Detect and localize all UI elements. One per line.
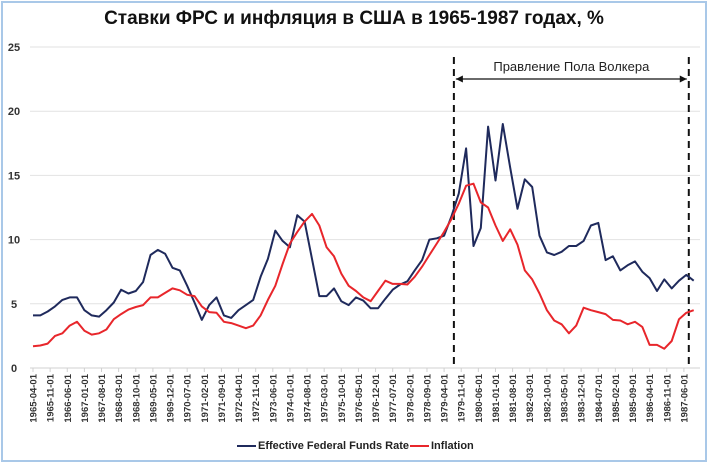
x-tick-label: 1974-01-01 — [285, 373, 296, 422]
x-tick-label: 1965-04-01 — [29, 373, 40, 422]
x-tick-label: 1968-10-01 — [131, 373, 142, 422]
annotation-label: Правление Пола Волкера — [493, 59, 650, 74]
x-tick-label: 1984-07-01 — [594, 373, 605, 422]
y-tick-label: 25 — [8, 42, 20, 54]
legend-item-inflation: Inflation — [410, 440, 474, 452]
x-tick-label: 1979-04-01 — [440, 373, 451, 422]
x-tick-label: 1976-12-01 — [371, 373, 382, 422]
x-tick-label: 1967-08-01 — [97, 373, 108, 422]
x-tick-label: 1983-12-01 — [577, 373, 588, 422]
x-tick-label: 1986-11-01 — [662, 373, 673, 422]
legend-item-fed-funds: Effective Federal Funds Rate — [237, 440, 409, 452]
x-tick-label: 1987-06-01 — [679, 373, 690, 422]
x-tick-label: 1970-07-01 — [183, 373, 194, 422]
x-tick-label: 1983-05-01 — [559, 373, 570, 422]
legend-label-fed-funds: Effective Federal Funds Rate — [258, 440, 409, 452]
chart-title: Ставки ФРС и инфляция в США в 1965-1987 … — [104, 8, 604, 29]
y-tick-label: 0 — [11, 363, 17, 375]
arrow-right-icon — [679, 75, 687, 83]
y-tick-label: 10 — [8, 235, 20, 247]
x-tick-label: 1980-06-01 — [474, 373, 485, 422]
x-tick-label: 1967-01-01 — [80, 373, 91, 422]
x-tick-label: 1966-06-01 — [63, 373, 74, 422]
legend-swatch-fed-funds — [237, 445, 256, 447]
x-tick-label: 1974-08-01 — [303, 373, 314, 422]
x-tick-label: 1979-11-01 — [457, 373, 468, 422]
x-tick-label: 1985-02-01 — [611, 373, 622, 422]
series-line-inflation — [32, 182, 695, 350]
x-tick-label: 1986-04-01 — [645, 373, 656, 422]
x-tick-label: 1968-03-01 — [114, 373, 125, 422]
x-tick-label: 1971-09-01 — [217, 373, 228, 422]
x-tick-label: 1969-12-01 — [166, 373, 177, 422]
y-tick-label: 5 — [11, 299, 17, 311]
x-tick-label: 1982-10-01 — [542, 373, 553, 422]
x-tick-label: 1978-09-01 — [422, 373, 433, 422]
x-tick-label: 1978-02-01 — [405, 373, 416, 422]
y-tick-label: 15 — [8, 170, 20, 182]
y-tick-label: 20 — [8, 106, 20, 118]
x-tick-label: 1981-01-01 — [491, 373, 502, 422]
x-tick-label: 1972-11-01 — [251, 373, 262, 422]
x-tick-label: 1971-02-01 — [200, 373, 211, 422]
x-tick-label: 1975-10-01 — [337, 373, 348, 422]
x-tick-label: 1973-06-01 — [268, 373, 279, 422]
x-tick-label: 1965-11-01 — [46, 373, 57, 422]
x-tick-label: 1977-07-01 — [388, 373, 399, 422]
legend-label-inflation: Inflation — [431, 440, 474, 452]
series-line-fed-funds — [33, 123, 695, 321]
x-tick-label: 1972-04-01 — [234, 373, 245, 422]
legend-swatch-inflation — [410, 445, 429, 447]
x-tick-label: 1982-03-01 — [525, 373, 536, 422]
x-tick-label: 1985-09-01 — [628, 373, 639, 422]
arrow-left-icon — [455, 75, 463, 83]
x-tick-label: 1981-08-01 — [508, 373, 519, 422]
x-tick-label: 1969-05-01 — [148, 373, 159, 422]
x-tick-label: 1975-03-01 — [320, 373, 331, 422]
x-tick-label: 1976-05-01 — [354, 373, 365, 422]
